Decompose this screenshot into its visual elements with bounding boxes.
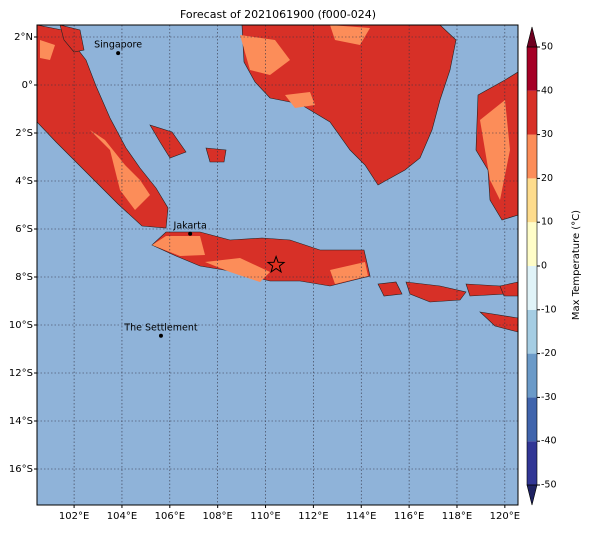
colorbar-band <box>527 47 537 91</box>
colorbar-tick-label: 40 <box>541 85 553 96</box>
land <box>405 281 467 303</box>
land-warm <box>240 35 290 75</box>
lat-tick-label: 8°S <box>15 272 33 283</box>
land-warm <box>330 25 370 45</box>
colorbar-tick-label: 30 <box>541 129 553 140</box>
lon-tick-label: 104°E <box>107 511 137 522</box>
land-warm <box>152 236 205 256</box>
colorbar-tick-label: 0 <box>541 261 547 272</box>
colorbar-label: Max Temperature (°C) <box>571 210 582 320</box>
forecast-marker <box>266 255 286 274</box>
city-dot <box>116 51 121 56</box>
city-dot <box>188 231 193 236</box>
graticule <box>37 25 518 505</box>
colorbar-band <box>527 222 537 266</box>
colorbar-band <box>527 134 537 179</box>
lat-tick-label: 10°S <box>9 320 33 331</box>
land <box>151 231 371 287</box>
city-label: Jakarta <box>173 220 207 231</box>
land-warm <box>90 130 150 210</box>
lat-tick-label: 0° <box>22 80 33 91</box>
lat-tick-label: 6°S <box>15 224 33 235</box>
map-frame <box>36 24 519 506</box>
colorbar-tick-label: 10 <box>541 217 553 228</box>
colorbar-tick-label: -30 <box>541 392 557 403</box>
land-warm <box>480 100 510 200</box>
colorbar-tick-label: 50 <box>541 42 553 53</box>
city-dot <box>158 333 163 338</box>
colorbar-tick-label: -40 <box>541 436 557 447</box>
colorbar-band <box>527 178 537 223</box>
lat-tick-label: 16°S <box>9 464 33 475</box>
city-label: The Settlement <box>123 322 198 333</box>
land-warm <box>40 40 55 60</box>
land <box>479 311 518 333</box>
land-warm <box>285 92 315 108</box>
title: Forecast of 2021061900 (f000-024) <box>180 8 376 21</box>
lat-tick-label: 14°S <box>9 416 33 427</box>
colorbar-band <box>527 441 537 485</box>
lon-tick-label: 102°E <box>59 511 89 522</box>
lat-tick-label: 2°N <box>14 32 33 43</box>
colorbar-tick-label: -10 <box>541 304 557 315</box>
lat-tick-label: 2°S <box>15 128 33 139</box>
colorbar-tick-label: -20 <box>541 348 557 359</box>
colorbar-extend-under <box>526 484 538 506</box>
land <box>499 281 518 297</box>
colorbar-band <box>527 353 537 398</box>
colorbar-band <box>527 309 537 354</box>
lat-tick-label: 12°S <box>9 368 33 379</box>
lon-tick-label: 110°E <box>250 511 280 522</box>
lon-tick-label: 120°E <box>490 511 520 522</box>
colorbar-tick-label: -50 <box>541 480 557 491</box>
land-warm <box>330 262 368 284</box>
lon-tick-label: 106°E <box>155 511 185 522</box>
colorbar-band <box>527 397 537 442</box>
city-label: Singapore <box>94 40 142 51</box>
land <box>241 25 457 186</box>
lon-tick-label: 108°E <box>202 511 232 522</box>
land <box>149 124 187 159</box>
lon-tick-label: 112°E <box>298 511 328 522</box>
colorbar-band <box>527 266 537 310</box>
colorbar-band <box>527 90 537 135</box>
lon-tick-label: 116°E <box>394 511 424 522</box>
lon-tick-label: 114°E <box>346 511 376 522</box>
land <box>377 281 403 297</box>
lon-tick-label: 118°E <box>442 511 472 522</box>
land-warm <box>205 258 270 282</box>
colorbar-extend-over <box>526 26 538 48</box>
land <box>205 147 227 163</box>
land <box>59 25 85 53</box>
land-layer <box>37 25 518 333</box>
colorbar-tick-label: 20 <box>541 173 553 184</box>
lat-tick-label: 4°S <box>15 176 33 187</box>
